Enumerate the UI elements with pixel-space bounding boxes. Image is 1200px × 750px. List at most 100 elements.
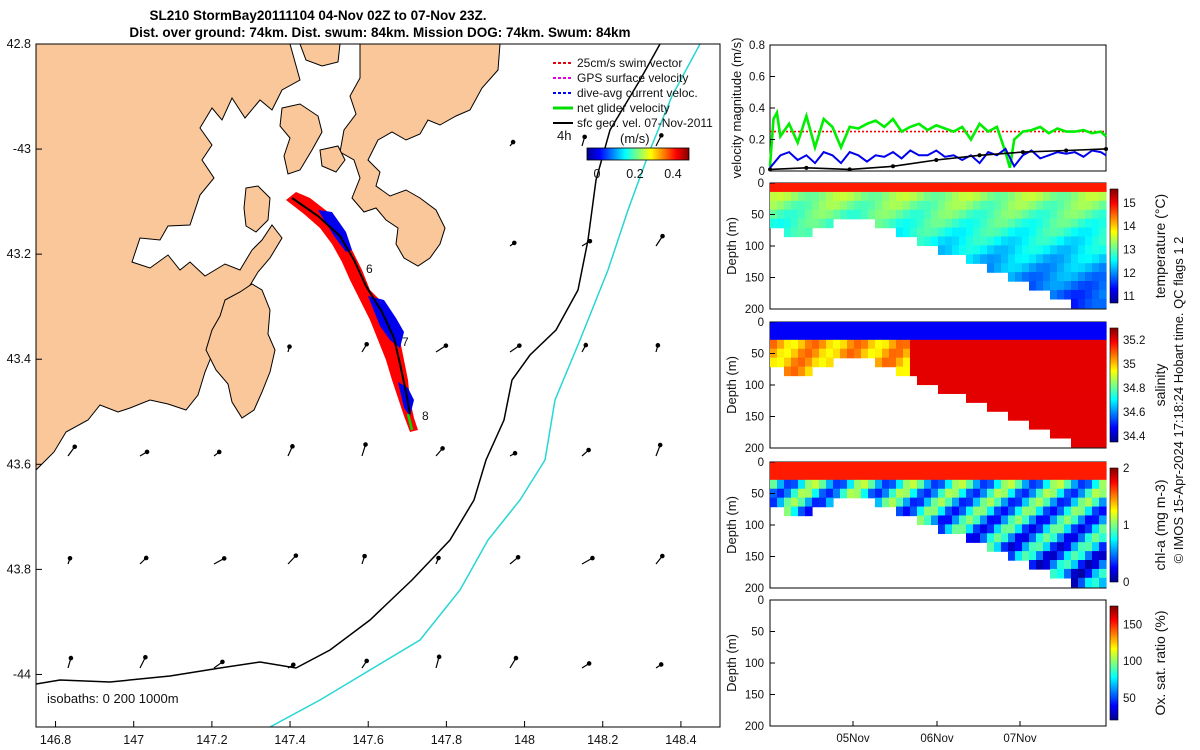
section-cell (1085, 462, 1093, 472)
section-cell (1078, 289, 1086, 300)
section-cell (980, 384, 988, 394)
section-cell (1064, 339, 1072, 350)
vector-head (363, 442, 368, 447)
velocity-panel: 0 0.2 0.4 0.6 0.8 velocity magnitude (m/s) (729, 38, 1108, 178)
section-cell (1008, 393, 1016, 403)
section-cell (917, 515, 925, 526)
section-cell (945, 506, 953, 517)
section-cell (889, 348, 897, 359)
section-y-tick-label: 200 (745, 443, 764, 455)
section-cell (861, 330, 869, 341)
section-cbar-tick: 35 (1123, 359, 1136, 371)
section-cell (924, 339, 932, 350)
section-cell (1057, 384, 1065, 394)
section-cell (1001, 542, 1009, 552)
section-cell (1015, 542, 1023, 552)
section-cell (826, 462, 834, 472)
section-cell (987, 254, 995, 264)
section-cell (987, 515, 995, 526)
section-cell (952, 524, 960, 534)
section-cell (882, 200, 890, 211)
section-cell (1099, 488, 1107, 499)
section-cell (1057, 551, 1065, 561)
section-cell (917, 506, 925, 517)
section-cell (1008, 479, 1016, 490)
section-cell (791, 348, 799, 359)
section-cell (973, 357, 981, 368)
map-land (36, 44, 501, 471)
section-cell (861, 322, 869, 332)
section-cell (1099, 322, 1107, 332)
section-cell (1050, 183, 1058, 193)
section-cell (784, 488, 792, 499)
section-cell (1036, 272, 1044, 282)
section-cell (1001, 218, 1009, 229)
section-cell (1057, 479, 1065, 490)
section-cbar-tick: 100 (1123, 656, 1142, 668)
vector-head (287, 344, 292, 349)
section-cell (1043, 384, 1051, 394)
section-cell (1036, 245, 1044, 255)
section-y-tick-label: 0 (758, 317, 764, 329)
section-cell (1085, 245, 1093, 255)
section-cell (938, 384, 946, 394)
section-cell (952, 236, 960, 247)
section-cell (1029, 281, 1037, 291)
section-cell (1078, 357, 1086, 368)
section-cell (994, 542, 1002, 552)
section-cell (966, 254, 974, 264)
section-cell (1099, 428, 1107, 439)
section-cell (1029, 479, 1037, 490)
section-cell (784, 322, 792, 332)
section-cell (994, 357, 1002, 368)
section-cell (966, 524, 974, 534)
section-cell (966, 488, 974, 499)
section-cell (1043, 263, 1051, 273)
section-cell (1022, 330, 1030, 341)
section-cell (1078, 542, 1086, 552)
section-cell (1099, 470, 1107, 481)
section-cell (1015, 524, 1023, 534)
section-cell (854, 339, 862, 350)
section-cell (1036, 200, 1044, 211)
section-cell (1022, 551, 1030, 561)
section-cell (1078, 568, 1086, 579)
section-cell (1071, 437, 1079, 448)
section-cell (1085, 428, 1093, 439)
section-cell (1078, 348, 1086, 359)
isobaths-label: isobaths: 0 200 1000m (47, 691, 179, 706)
section-cell (1029, 560, 1037, 570)
section-cell (819, 348, 827, 359)
section-cell (1064, 462, 1072, 472)
section-cell (1071, 281, 1079, 291)
section-cell (1071, 183, 1079, 193)
section-cell (945, 462, 953, 472)
section-cell (896, 227, 904, 238)
section-cbar-tick: 12 (1123, 268, 1136, 280)
section-cell (798, 506, 806, 517)
section-cell (910, 497, 918, 508)
section-cell (777, 357, 785, 368)
section-cell (791, 191, 799, 202)
section-cell (889, 322, 897, 332)
section-cell (812, 479, 820, 490)
section-cell (1001, 515, 1009, 526)
section-cell (784, 183, 792, 193)
section-cell (1085, 289, 1093, 300)
section-cell (875, 322, 883, 332)
section-cell (1043, 375, 1051, 386)
section-cell (791, 227, 799, 238)
section-cell (861, 200, 869, 211)
section-cbar-tick: 1 (1123, 520, 1129, 532)
section-cell (840, 209, 848, 220)
section-x-tick-label: 05Nov (836, 733, 869, 745)
section-cell (938, 375, 946, 386)
section-cell (1057, 560, 1065, 570)
section-cell (973, 524, 981, 534)
section-cell (812, 357, 820, 368)
section-cell (1085, 357, 1093, 368)
section-cell (1043, 479, 1051, 490)
section-cell (945, 183, 953, 193)
section-cell (1064, 428, 1072, 439)
section-cell (1078, 218, 1086, 229)
